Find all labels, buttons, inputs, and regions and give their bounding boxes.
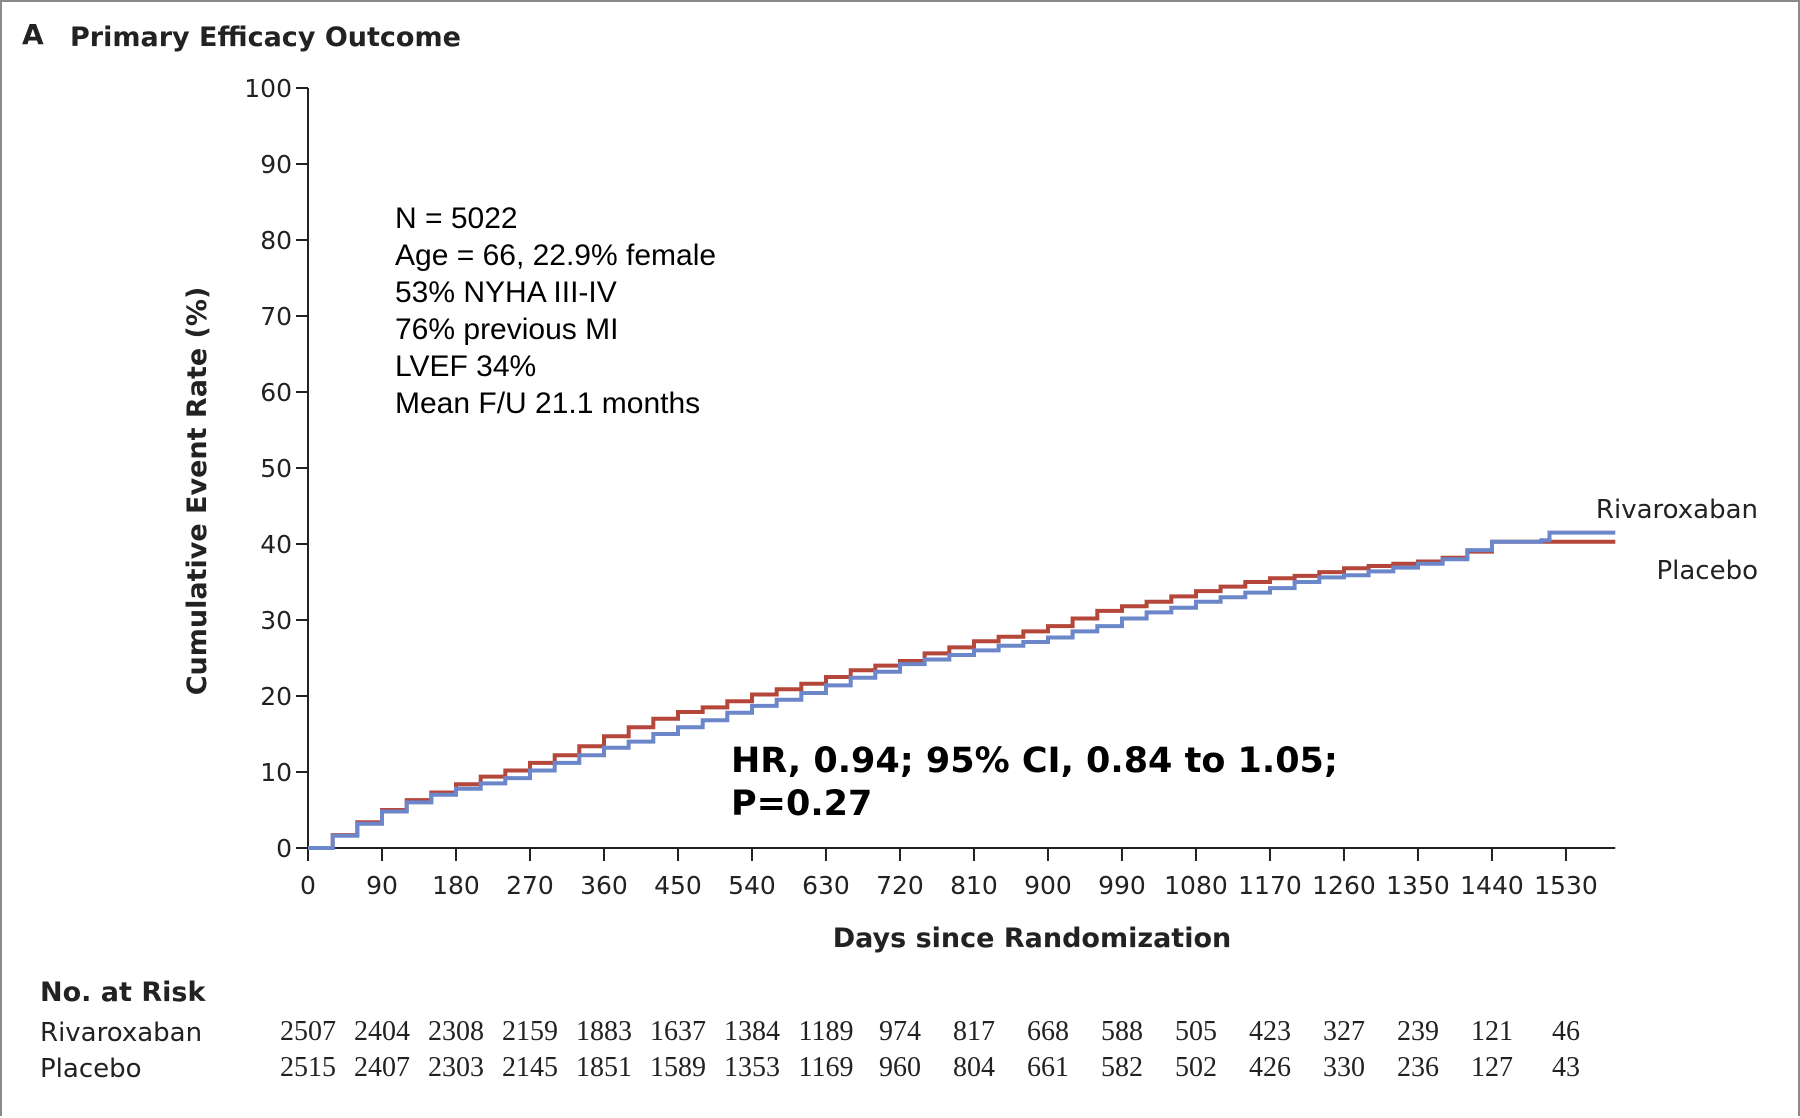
risk-cell: 2515 [280,1052,336,1083]
y-tick-label: 60 [260,378,292,407]
trial-summary: N = 5022 Age = 66, 22.9% female 53% NYHA… [395,200,716,422]
x-tick-label: 270 [506,871,554,900]
risk-cell: 423 [1248,1016,1291,1047]
risk-cell: 2303 [427,1052,484,1083]
risk-cell: 661 [1026,1052,1069,1083]
risk-cell: 2308 [427,1016,484,1047]
y-tick-label: 40 [260,530,292,559]
panel-letter: A [22,18,44,51]
y-tick-label: 70 [260,302,292,331]
x-tick-label: 1080 [1164,871,1228,900]
x-axis-title: Days since Randomization [833,923,1232,954]
risk-cell: 43 [1551,1052,1580,1083]
hr-line: HR, 0.94; 95% CI, 0.84 to 1.05; [731,741,1338,781]
panel-title: Primary Efficacy Outcome [70,22,461,53]
summary-line: 76% previous MI [395,313,619,346]
summary-line: N = 5022 [395,202,518,235]
x-tick-label: 720 [876,871,924,900]
risk-cell: 505 [1174,1016,1217,1047]
y-tick-label: 80 [260,226,292,255]
risk-cell: 588 [1100,1016,1143,1047]
summary-line: 53% NYHA III-IV [395,276,617,309]
y-tick-label: 30 [260,606,292,635]
risk-cell: 1589 [649,1052,706,1083]
y-tick-label: 20 [260,682,292,711]
risk-cell: 330 [1322,1052,1365,1083]
risk-cell: 804 [952,1052,995,1083]
risk-cell: 2507 [280,1016,336,1047]
x-tick-label: 990 [1098,871,1146,900]
hr-line: P=0.27 [731,784,873,824]
risk-cell: 1353 [723,1052,780,1083]
x-tick-label: 1440 [1460,871,1524,900]
x-tick-label: 1530 [1534,871,1598,900]
x-tick-label: 630 [802,871,850,900]
risk-cell: 974 [878,1016,921,1047]
risk-cell: 127 [1470,1052,1513,1083]
risk-cell: 121 [1470,1016,1513,1047]
risk-cell: 2407 [353,1052,410,1083]
x-tick-label: 90 [366,871,398,900]
y-tick-label: 0 [276,834,292,863]
x-tick-label: 450 [654,871,702,900]
risk-cell: 960 [878,1052,921,1083]
summary-line: LVEF 34% [395,350,537,383]
risk-cell: 817 [952,1016,995,1047]
risk-cell: 327 [1322,1016,1365,1047]
x-tick-label: 810 [950,871,998,900]
chart-axes: 0 10 20 30 40 50 60 70 80 90 100 0 90 180 270 360 450 540… [244,74,1616,900]
risk-cell: 1637 [649,1016,706,1047]
x-tick-label: 0 [300,871,316,900]
risk-cell: 1851 [575,1052,632,1083]
summary-line: Age = 66, 22.9% female [395,239,717,272]
risk-cell: 502 [1174,1052,1217,1083]
summary-line: Mean F/U 21.1 months [395,387,701,420]
chart-series [308,530,1616,850]
risk-cell: 2145 [501,1052,558,1083]
risk-cell: 2159 [501,1016,558,1047]
x-tick-label: 180 [432,871,480,900]
risk-cell: 1189 [798,1016,854,1047]
risk-row-label-placebo: Placebo [40,1054,142,1084]
risk-cell: 239 [1396,1016,1439,1047]
hazard-ratio-annotation: HR, 0.94; 95% CI, 0.84 to 1.05; P=0.27 [731,740,1338,826]
y-tick-label: 90 [260,150,292,179]
series-line-placebo [308,539,1616,850]
y-tick-label: 100 [244,74,292,103]
series-line-rivaroxaban [308,530,1616,850]
risk-cell: 2404 [353,1016,410,1047]
risk-cell: 426 [1248,1052,1291,1083]
y-axis-title: Cumulative Event Rate (%) [182,287,213,696]
y-tick-label: 10 [260,758,292,787]
risk-table-title: No. at Risk [40,977,206,1008]
y-tick-label: 50 [260,454,292,483]
risk-cell: 46 [1551,1016,1580,1047]
series-label-placebo: Placebo [1656,556,1758,586]
risk-cell: 236 [1396,1052,1439,1083]
series-label-rivaroxaban: Rivaroxaban [1596,495,1758,525]
x-tick-label: 1350 [1386,871,1450,900]
x-tick-label: 1260 [1312,871,1376,900]
risk-cell: 668 [1026,1016,1069,1047]
risk-cell: 582 [1100,1052,1143,1083]
x-tick-label: 540 [728,871,776,900]
risk-cell: 1883 [575,1016,632,1047]
x-tick-label: 360 [580,871,628,900]
risk-row-label-rivaroxaban: Rivaroxaban [40,1018,203,1048]
x-tick-label: 1170 [1238,871,1302,900]
risk-cell: 1169 [798,1052,854,1083]
x-tick-label: 900 [1024,871,1072,900]
risk-cell: 1384 [723,1016,780,1047]
